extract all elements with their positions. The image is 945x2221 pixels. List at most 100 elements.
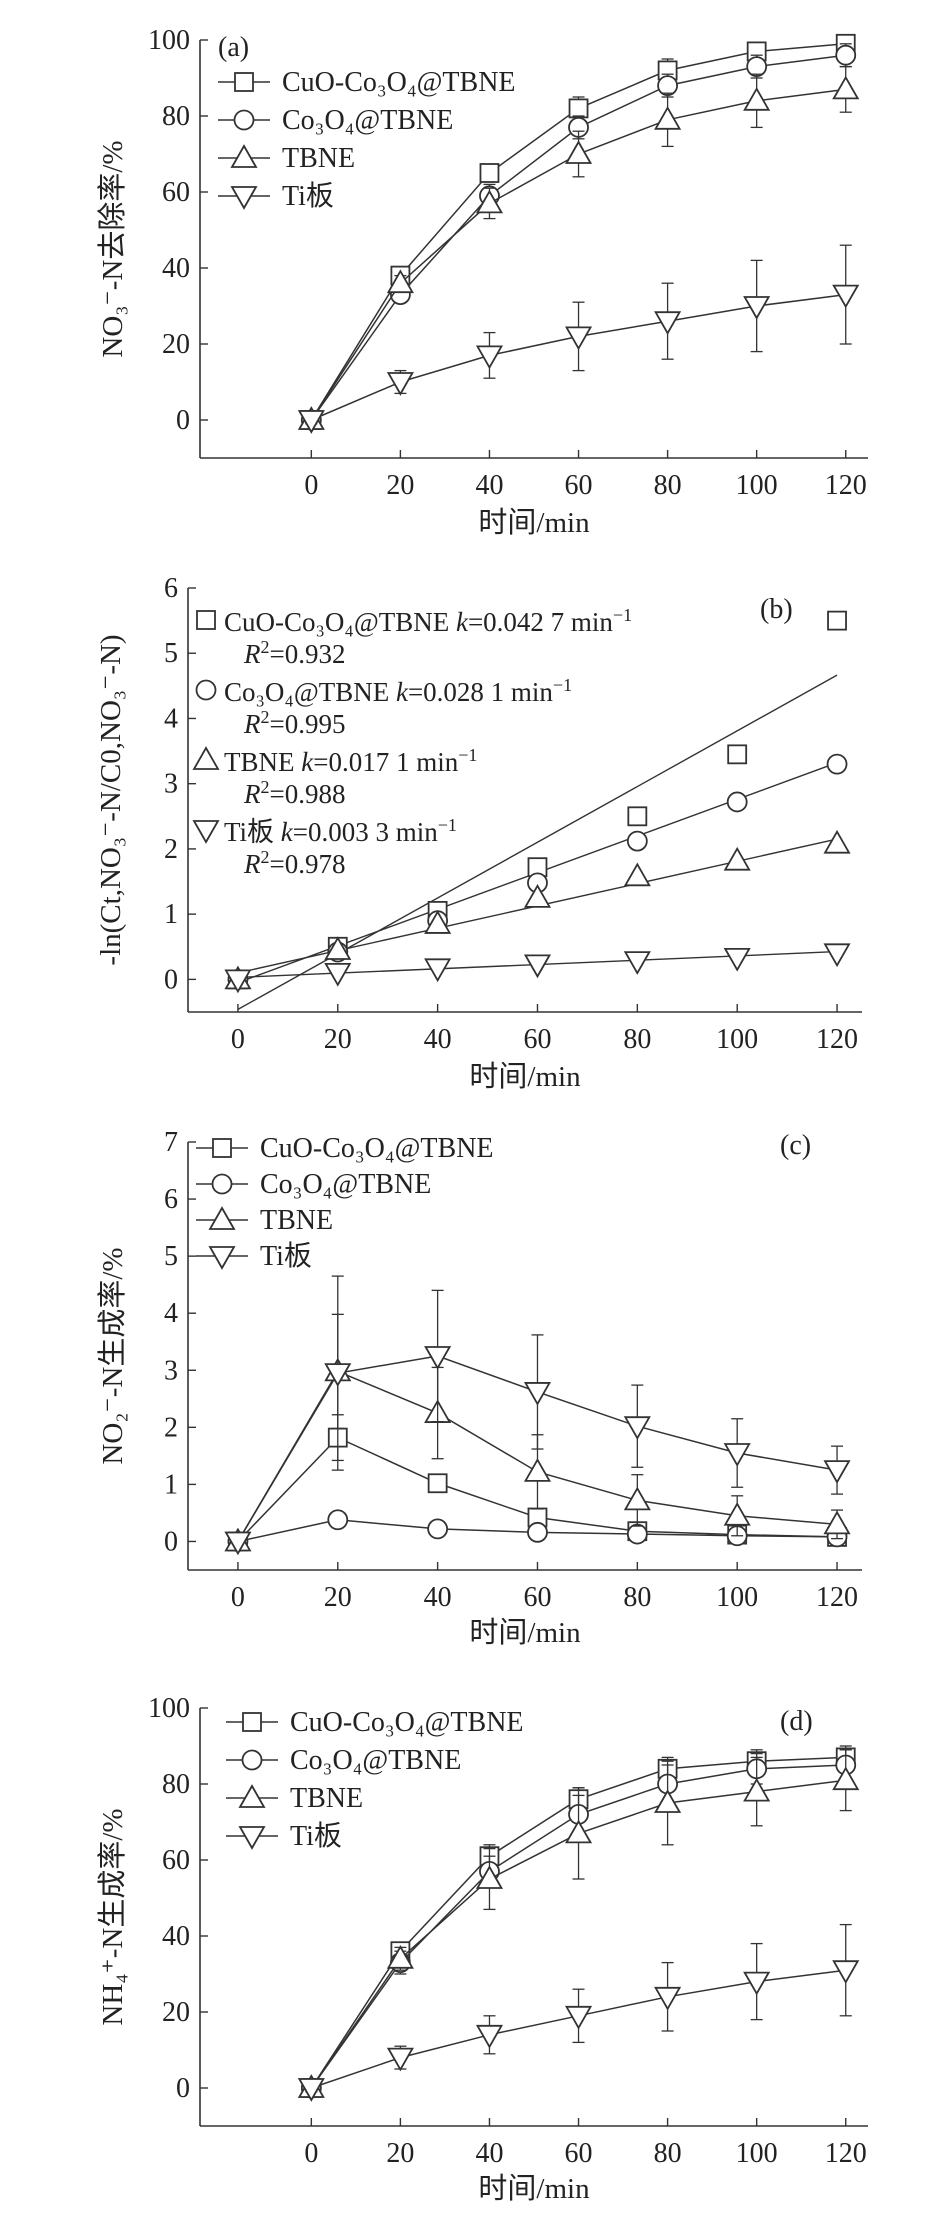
y-axis-label: -ln(Ct,NO₃⁻-N/C0,NO₃⁻-N) [95, 634, 127, 965]
x-axis-label: 时间/min [478, 2172, 590, 2205]
x-axis-label: 时间/min [469, 1060, 581, 1093]
legend-marker [192, 746, 220, 770]
data-point [723, 1501, 751, 1526]
data-point [523, 1458, 552, 1482]
y-tick-label: 6 [164, 1184, 178, 1215]
panel-label: (a) [218, 32, 249, 63]
x-tick-label: 60 [565, 470, 593, 501]
chart-panel-d: 0 20 40 60 80 100 0 20 40 60 80 100 120 时间/min NH₄⁺-N生… [96, 1693, 868, 2205]
data-point [475, 2024, 504, 2049]
y-axis-label: NH₄⁺-N生成率/% [96, 1808, 129, 2025]
legend-label: CuO-Co₃O₄@TBNE k=0.042 7 min−1 [224, 605, 632, 637]
data-point [726, 791, 748, 813]
data-point [386, 269, 414, 294]
legend: CuO-Co₃O₄@TBNE Co₃O₄@TBNE TBNE Ti板 [218, 67, 516, 212]
y-tick-label: 100 [148, 25, 190, 56]
legend-marker [233, 109, 255, 131]
y-tick-label: 4 [164, 703, 178, 734]
x-tick-label: 80 [654, 470, 682, 501]
x-tick-label: 40 [475, 2138, 503, 2169]
data-point [832, 284, 860, 309]
data-point [723, 846, 751, 871]
x-tick-label: 20 [386, 470, 414, 501]
legend-label: CuO-Co₃O₄@TBNE [260, 1133, 494, 1164]
y-tick-label: 100 [148, 1693, 190, 1724]
panel-label: (b) [760, 594, 793, 625]
data-point [823, 943, 851, 968]
data-point [826, 753, 848, 775]
legend-marker [208, 1246, 236, 1270]
legend-label: Co₃O₄@TBNE [282, 105, 453, 136]
legend-marker [238, 1784, 266, 1808]
data-point [746, 56, 768, 77]
x-tick-label: 100 [716, 1024, 758, 1055]
data-point [324, 1363, 352, 1387]
series-2 [224, 829, 851, 990]
series-2 [297, 1749, 860, 2098]
y-tick-label: 5 [164, 1241, 178, 1272]
data-point [723, 1443, 751, 1467]
legend-marker [234, 72, 254, 92]
data-point [835, 44, 857, 66]
legend-marker [195, 679, 217, 701]
data-point [427, 1473, 448, 1494]
x-axis-label: 时间/min [478, 506, 590, 539]
data-point [564, 2005, 593, 2030]
legend-label: TBNE [260, 1205, 333, 1236]
x-tick-label: 60 [523, 1582, 551, 1613]
data-point [523, 1382, 552, 1406]
series-3 [224, 943, 851, 994]
data-point [327, 1509, 349, 1531]
y-tick-label: 0 [176, 405, 190, 436]
data-point [654, 105, 682, 130]
data-point [475, 1865, 504, 1889]
data-point [424, 910, 452, 934]
data-point [743, 1971, 771, 1996]
legend-label: CuO-Co₃O₄@TBNE [282, 67, 516, 98]
legend-label: CuO-Co₃O₄@TBNE [290, 1707, 524, 1738]
y-tick-label: 3 [164, 1355, 178, 1386]
x-axis-label: 时间/min [469, 1616, 581, 1649]
y-tick-label: 2 [164, 834, 178, 865]
x-tick-label: 120 [816, 1024, 858, 1055]
data-point [827, 610, 847, 631]
y-tick-label: 3 [164, 769, 178, 800]
data-point [386, 2047, 414, 2072]
y-tick-label: 80 [162, 101, 190, 132]
x-tick-label: 80 [654, 2138, 682, 2169]
legend-marker [242, 1712, 262, 1732]
legend-label: TBNE k=0.017 1 min−1 [224, 745, 477, 777]
data-point [324, 962, 352, 987]
x-tick-label: 80 [623, 1024, 651, 1055]
y-tick-label: 1 [164, 899, 178, 930]
data-point [479, 163, 500, 183]
data-point [224, 1531, 252, 1556]
data-point [626, 830, 648, 852]
y-tick-label: 40 [162, 1921, 190, 1952]
data-point [297, 410, 325, 434]
data-point [427, 1518, 449, 1540]
y-tick-label: 60 [162, 177, 190, 208]
data-point [623, 1486, 651, 1511]
x-tick-label: 40 [424, 1582, 452, 1613]
y-tick-label: 80 [162, 1769, 190, 1800]
y-tick-label: 4 [164, 1298, 178, 1329]
legend-marker [238, 1826, 266, 1850]
legend-r2: R2=0.995 [243, 707, 345, 739]
y-tick-label: 20 [162, 1997, 190, 2028]
data-point [623, 862, 651, 887]
x-tick-label: 120 [825, 470, 867, 501]
data-point [832, 1766, 860, 1791]
data-point [727, 744, 748, 765]
y-tick-label: 6 [164, 573, 178, 604]
y-axis-label: NO₃⁻-N去除率/% [96, 140, 129, 357]
legend-r2: R2=0.978 [243, 847, 345, 879]
legend-label: TBNE [282, 143, 355, 174]
legend-label: Ti板 [260, 1240, 312, 1272]
data-point [527, 1521, 548, 1543]
data-point [523, 954, 552, 979]
data-point [623, 951, 651, 975]
data-point [386, 1944, 414, 1969]
legend-marker [211, 1173, 233, 1195]
x-tick-label: 120 [825, 2138, 867, 2169]
